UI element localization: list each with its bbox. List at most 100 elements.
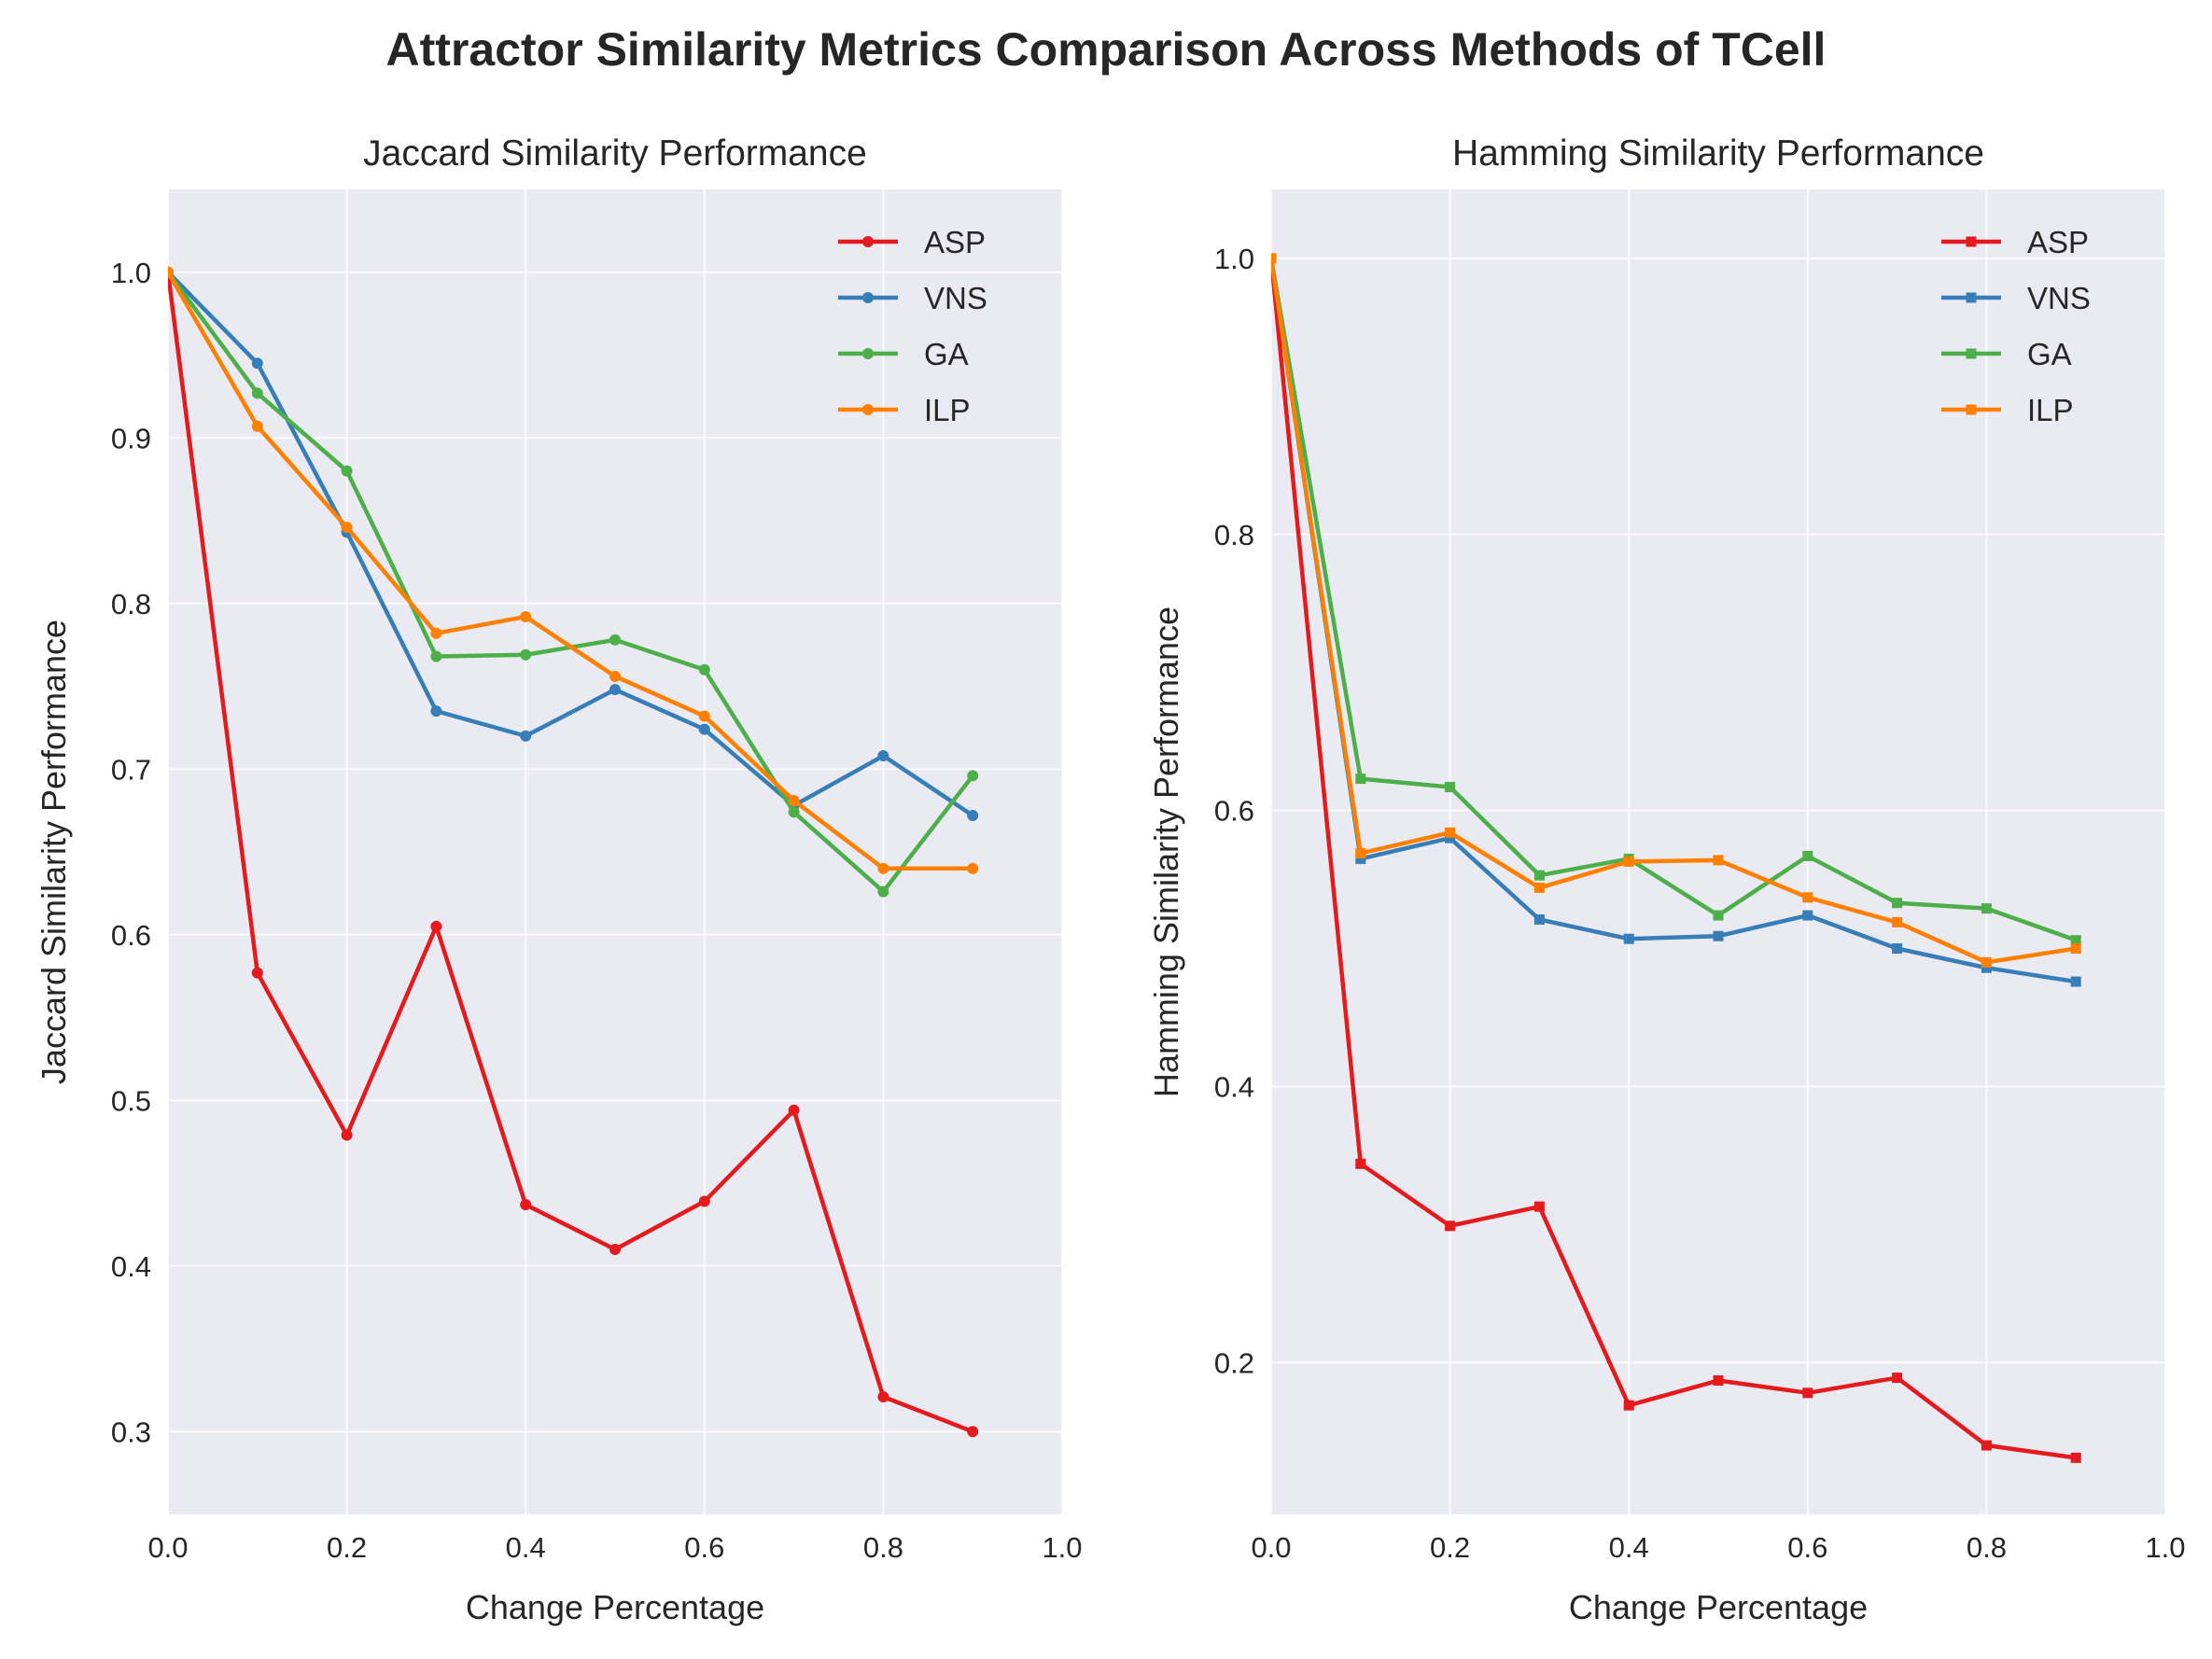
chart-1-ga-point [877, 885, 889, 898]
chart-1-y-tick-label: 0.7 [111, 753, 151, 786]
chart-2-legend-marker-ga [1966, 348, 1977, 359]
chart-2-vns-point [1445, 832, 1456, 843]
figure-title: Attractor Similarity Metrics Comparison … [385, 23, 1827, 76]
chart-2-legend-marker-ilp [1966, 404, 1977, 415]
chart-2-ilp-point [1713, 855, 1724, 866]
chart-1-asp-point [520, 1199, 532, 1211]
chart-2-legend-marker-vns [1966, 292, 1977, 303]
chart-1-y-axis-label: Jaccard Similarity Performance [35, 620, 73, 1084]
chart-2-ilp-point [1892, 916, 1903, 927]
chart-2-plot-area [1271, 189, 2165, 1514]
chart-1-asp-point [430, 920, 442, 932]
chart-1-x-axis-label: Change Percentage [466, 1588, 764, 1626]
chart-2-y-tick-label: 0.4 [1214, 1070, 1254, 1103]
chart-2-ga-point [2070, 935, 2081, 946]
chart-1-legend-marker-asp [862, 236, 874, 247]
chart-2-asp-point [1713, 1375, 1724, 1387]
chart-1-ilp-point [341, 522, 353, 534]
chart-2-legend-marker-asp [1966, 236, 1977, 247]
chart-2-title: Hamming Similarity Performance [1452, 133, 1984, 174]
chart-2-asp-point [1355, 1158, 1366, 1169]
chart-2-asp-point [1981, 1440, 1992, 1451]
chart-2-asp-point [2070, 1452, 2081, 1463]
chart-1-x-tick-label: 0.0 [147, 1531, 188, 1564]
chart-2-vns-point [2070, 976, 2081, 987]
chart-2-x-tick-label: 0.0 [1251, 1531, 1291, 1564]
chart-2-ga-point [1981, 903, 1992, 914]
chart-2-ga-point [1713, 910, 1724, 921]
chart-1-vns-point [430, 705, 442, 718]
chart-2-ilp-point [1533, 882, 1545, 893]
chart-1-ilp-point [698, 710, 710, 722]
chart-1-vns-point [877, 750, 889, 762]
chart-2-ga-line [1271, 256, 2079, 942]
chart-1-vns-point [251, 357, 263, 369]
chart-1-legend-marker-ga [862, 348, 874, 359]
chart-1-asp-point [788, 1104, 800, 1116]
chart-2-vns-line [1271, 256, 2079, 984]
chart-1-vns-point [609, 684, 621, 696]
chart-1-ilp-point [168, 266, 174, 278]
chart-1-ga-point [251, 387, 263, 399]
chart-1-legend-label-asp: ASP [924, 225, 986, 259]
chart-2-asp-point [1802, 1387, 1813, 1399]
chart-2-ilp-line [1271, 256, 2079, 965]
chart-2-ilp-point [1981, 956, 1992, 968]
chart-2-ga-point [1533, 870, 1545, 881]
chart-1-legend-label-ilp: ILP [924, 393, 971, 427]
chart-2-ilp-point [1445, 827, 1456, 838]
chart-1-asp-point [609, 1244, 621, 1255]
chart-1-legend: ASP VNS GA ILP [838, 225, 987, 427]
chart-2-legend-label-vns: VNS [2027, 281, 2091, 315]
chart-2-vns-point [1892, 943, 1903, 955]
chart-2-asp-point [1892, 1373, 1903, 1384]
chart-1-ilp-point [877, 862, 889, 874]
chart-2-series-ilp [1271, 253, 2081, 968]
chart-1-y-tick-label: 0.4 [111, 1250, 151, 1283]
chart-1-y-tick-label: 0.3 [111, 1415, 151, 1448]
chart-1-series-asp [168, 266, 979, 1438]
chart-2-asp-point [1533, 1201, 1545, 1212]
chart-1-ga-point [698, 663, 710, 676]
chart-2-x-tick-label: 0.2 [1430, 1531, 1470, 1564]
chart-2-vns-point [1623, 933, 1634, 944]
chart-1-title: Jaccard Similarity Performance [363, 133, 867, 174]
chart-2-asp-line [1271, 256, 2079, 1460]
chart-2-ilp-point [1623, 856, 1634, 867]
chart-1-legend-label-ga: GA [924, 337, 969, 371]
chart-2-x-tick-label: 0.6 [1787, 1531, 1827, 1564]
chart-2-vns-point [1355, 853, 1366, 864]
chart-1-legend-marker-ilp [862, 404, 874, 415]
chart-1-vns-point [520, 730, 532, 742]
chart-2-y-tick-label: 0.2 [1214, 1346, 1254, 1379]
chart-1-x-tick-label: 0.6 [684, 1531, 724, 1564]
chart-1-asp-point [341, 1129, 353, 1141]
chart-2-x-tick-label: 1.0 [2145, 1531, 2185, 1564]
chart-1-ilp-point [251, 420, 263, 432]
chart-1-vns-line [168, 270, 975, 818]
chart-2-y-tick-label: 0.6 [1214, 795, 1254, 828]
chart-1-asp-point [877, 1390, 889, 1402]
chart-1-x-tick-label: 1.0 [1042, 1531, 1082, 1564]
chart-2-vns-point [1802, 910, 1813, 921]
chart-1-ga-point [430, 650, 442, 662]
chart-2-legend-label-ilp: ILP [2027, 393, 2074, 427]
chart-2-x-tick-label: 0.4 [1609, 1531, 1649, 1564]
chart-1-ilp-line [168, 270, 975, 871]
chart-1-ga-point [341, 465, 353, 477]
chart-2-ga-point [1445, 781, 1456, 792]
chart-1-legend-marker-vns [862, 292, 874, 303]
chart-2-legend-label-ga: GA [2027, 337, 2072, 371]
chart-2-x-axis-label: Change Percentage [1569, 1588, 1868, 1626]
chart-1-ga-point [788, 806, 800, 818]
chart-1-legend-label-vns: VNS [924, 281, 987, 315]
chart-1-ilp-point [609, 670, 621, 682]
chart-1-y-tick-label: 0.9 [111, 422, 151, 454]
chart-1-series-vns [168, 266, 979, 821]
chart-1-x-tick-label: 0.8 [863, 1531, 903, 1564]
chart-1-vns-point [698, 723, 710, 735]
chart-1-y-tick-label: 0.8 [111, 588, 151, 620]
chart-1-x-tick-label: 0.2 [327, 1531, 367, 1564]
chart-2-asp-point [1623, 1400, 1634, 1411]
chart-2: 0.0 0.2 0.4 0.6 0.8 1.0 0.2 0.4 0.6 0.8 1.0 Hamming… [1147, 133, 2186, 1626]
